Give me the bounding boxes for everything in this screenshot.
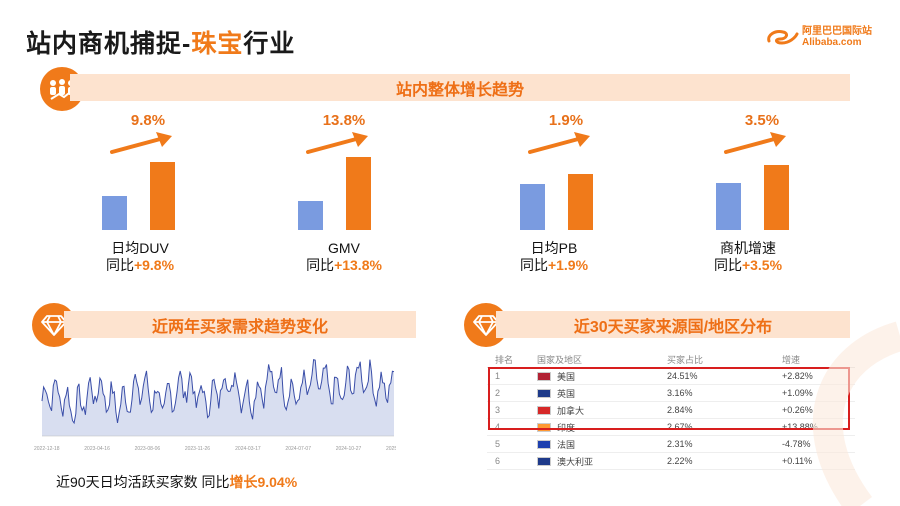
- growth-arrow-icon: [528, 132, 590, 154]
- metric-yoy: 同比+9.8%: [105, 257, 175, 273]
- row-rank: 3: [495, 405, 501, 415]
- metric-bar-base: [102, 196, 127, 230]
- row-growth: +1.09%: [782, 388, 813, 398]
- growth-arrow-icon: [724, 132, 786, 154]
- country-flag-icon: [537, 456, 551, 466]
- metric-pct-label: 13.8%: [322, 112, 366, 129]
- metric-yoy: 同比+3.5%: [713, 257, 783, 273]
- demand-caption-text: 近90天日均活跃买家数 同比: [56, 474, 230, 490]
- row-share: 2.67%: [667, 422, 693, 432]
- row-rank: 5: [495, 439, 501, 449]
- row-rank: 1: [495, 371, 501, 381]
- row-share: 24.51%: [667, 371, 698, 381]
- row-growth: +2.82%: [782, 371, 813, 381]
- row-growth: -4.78%: [782, 439, 811, 449]
- logo-en-text: Alibaba.com: [802, 36, 862, 48]
- trend-x-tick: 2023-04-16: [84, 446, 110, 452]
- row-country: 印度: [537, 421, 667, 434]
- metric-bar-current: [764, 165, 789, 230]
- row-country: 英国: [537, 387, 667, 400]
- metric-name: 日均PB: [530, 240, 578, 256]
- table-row: 3 加拿大 2.84% +0.26%: [487, 402, 855, 419]
- row-share: 2.84%: [667, 405, 693, 415]
- metric-pct-label: 3.5%: [744, 112, 780, 129]
- metric-bar-base: [716, 183, 741, 230]
- row-growth: +13.88%: [782, 422, 818, 432]
- row-country: 澳大利亚: [537, 455, 667, 468]
- title-highlight: 珠宝: [191, 30, 244, 58]
- country-flag-icon: [537, 405, 551, 415]
- col-share: 买家占比: [667, 355, 704, 365]
- trend-x-tick: 2022-12-18: [34, 446, 60, 452]
- metric-bar-current: [346, 157, 371, 230]
- table-row: 1 美国 24.51% +2.82%: [487, 368, 855, 385]
- row-growth: +0.11%: [782, 456, 813, 466]
- metric-name: 日均DUV: [111, 240, 169, 256]
- trend-x-tick: 2024-07-07: [285, 446, 311, 452]
- trend-x-tick: 2024-10-27: [336, 446, 362, 452]
- row-share: 2.22%: [667, 456, 693, 466]
- trend-x-tick: 2023-08-06: [135, 446, 161, 452]
- table-row: 5 法国 2.31% -4.78%: [487, 436, 855, 453]
- metric-bar-current: [150, 162, 175, 230]
- metric-chart-4: 3.5%: [702, 112, 822, 230]
- logo-cn-text: 阿里巴巴国际站: [802, 25, 872, 37]
- title-suffix: 行业: [243, 30, 296, 58]
- alibaba-logo: 阿里巴巴国际站 Alibaba.com: [765, 26, 872, 48]
- metric-yoy: 同比+1.9%: [519, 257, 589, 273]
- metric-pct-label: 1.9%: [548, 112, 584, 129]
- row-rank: 2: [495, 388, 501, 398]
- row-rank: 6: [495, 456, 501, 466]
- overall-growth-banner: 站内整体增长趋势: [70, 74, 850, 101]
- title-prefix: 站内商机捕捉-: [26, 30, 192, 58]
- metric-bar-current: [568, 174, 593, 230]
- trend-line: [41, 358, 395, 425]
- row-growth: +0.26%: [782, 405, 813, 415]
- metric-chart-3: 1.9%: [506, 112, 626, 230]
- row-country: 美国: [537, 370, 667, 383]
- trend-x-tick: 2025-02-16: [386, 446, 396, 452]
- metric-pct-label: 9.8%: [130, 112, 166, 129]
- metric-bar-base: [298, 201, 323, 230]
- top3-highlight-box: [488, 367, 850, 430]
- metric-label-4: 商机增速 同比+3.5%: [678, 240, 818, 274]
- metric-label-2: GMV 同比+13.8%: [274, 240, 414, 274]
- growth-arrow-icon: [110, 132, 172, 154]
- trend-area: [42, 359, 394, 436]
- row-rank: 4: [495, 422, 501, 432]
- row-share: 3.16%: [667, 388, 693, 398]
- row-country: 加拿大: [537, 404, 667, 417]
- growth-arrow-icon: [306, 132, 368, 154]
- country-flag-icon: [537, 388, 551, 398]
- country-flag-icon: [537, 439, 551, 449]
- page-title: 站内商机捕捉-珠宝行业: [26, 24, 295, 60]
- alibaba-logo-icon: [767, 30, 799, 45]
- buyer-demand-trend-chart: 2022-12-18 2023-04-16 2023-08-06 2023-11-26…: [34, 358, 396, 452]
- metric-bar-base: [520, 184, 545, 230]
- metric-label-1: 日均DUV 同比+9.8%: [70, 240, 210, 274]
- row-country: 法国: [537, 438, 667, 451]
- metric-yoy: 同比+13.8%: [306, 257, 382, 273]
- table-row: 2 英国 3.16% +1.09%: [487, 385, 855, 402]
- col-country: 国家及地区: [537, 355, 583, 365]
- table-row: 6 澳大利亚 2.22% +0.11%: [487, 453, 855, 470]
- demand-caption-highlight: 增长9.04%: [229, 474, 298, 490]
- trend-x-tick: 2023-11-26: [185, 446, 210, 452]
- buyer-source-banner: 近30天买家来源国/地区分布: [496, 311, 850, 338]
- country-flag-icon: [537, 422, 551, 432]
- table-row: 4 印度 2.67% +13.88%: [487, 419, 855, 436]
- metric-label-3: 日均PB 同比+1.9%: [484, 240, 624, 274]
- demand-caption: 近90天日均活跃买家数 同比增长9.04%: [56, 472, 297, 492]
- trend-x-tick: 2024-03-17: [235, 446, 261, 452]
- metric-name: GMV: [328, 240, 360, 256]
- metric-chart-2: 13.8%: [284, 112, 404, 230]
- decorative-swirl: [812, 321, 900, 506]
- demand-trend-banner: 近两年买家需求趋势变化: [64, 311, 416, 338]
- row-share: 2.31%: [667, 439, 693, 449]
- metric-chart-1: 9.8%: [88, 112, 208, 230]
- col-rank: 排名: [495, 355, 514, 365]
- country-flag-icon: [537, 371, 551, 381]
- metric-name: 商机增速: [720, 240, 776, 256]
- col-growth: 增速: [782, 355, 801, 365]
